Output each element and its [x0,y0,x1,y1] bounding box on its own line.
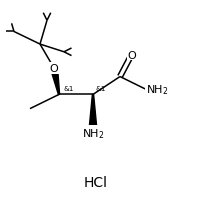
Text: &1: &1 [63,85,74,91]
Text: O: O [127,50,136,60]
Text: &1: &1 [95,85,106,91]
Text: O: O [50,64,58,74]
Text: HCl: HCl [84,175,108,189]
Text: NH$_2$: NH$_2$ [82,126,104,140]
Polygon shape [89,95,97,126]
Polygon shape [50,68,60,95]
Text: NH$_2$: NH$_2$ [146,83,169,97]
